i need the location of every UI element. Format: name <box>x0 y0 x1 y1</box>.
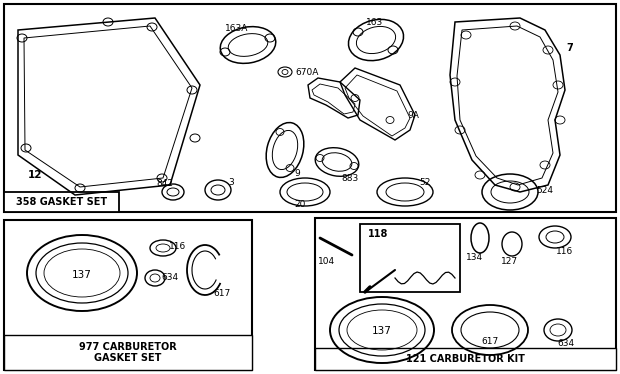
Text: 127: 127 <box>502 257 518 266</box>
Text: 7: 7 <box>567 43 574 53</box>
Text: 137: 137 <box>72 270 92 280</box>
Text: 9A: 9A <box>407 110 419 120</box>
Text: 3: 3 <box>228 178 234 187</box>
Text: 524: 524 <box>536 186 554 194</box>
Text: 617: 617 <box>481 337 498 346</box>
Bar <box>315 218 616 370</box>
Text: 134: 134 <box>466 254 484 263</box>
Text: 977 CARBURETOR
GASKET SET: 977 CARBURETOR GASKET SET <box>79 342 177 363</box>
Text: 118: 118 <box>368 229 388 239</box>
Text: 104: 104 <box>319 258 335 267</box>
Bar <box>360 224 460 292</box>
Text: 883: 883 <box>342 174 358 183</box>
Text: 116: 116 <box>556 246 574 255</box>
Bar <box>4 220 252 370</box>
Text: 634: 634 <box>161 273 179 282</box>
Text: 52: 52 <box>419 178 431 187</box>
Text: 670A: 670A <box>295 67 319 77</box>
Text: 842: 842 <box>156 178 174 187</box>
Text: 20: 20 <box>294 199 306 208</box>
Bar <box>315 348 616 370</box>
Text: 9: 9 <box>294 169 300 178</box>
Bar <box>4 335 252 370</box>
Text: 116: 116 <box>169 242 187 251</box>
Text: 137: 137 <box>372 326 392 336</box>
Text: 163A: 163A <box>225 24 249 33</box>
Bar <box>4 192 119 212</box>
Text: 358 GASKET SET: 358 GASKET SET <box>16 197 107 207</box>
Text: 163: 163 <box>366 18 384 27</box>
Bar <box>4 4 616 212</box>
Text: 121 CARBURETOR KIT: 121 CARBURETOR KIT <box>406 354 525 364</box>
Text: 12: 12 <box>28 170 42 180</box>
Text: 617: 617 <box>213 288 231 297</box>
Text: 634: 634 <box>557 340 575 349</box>
